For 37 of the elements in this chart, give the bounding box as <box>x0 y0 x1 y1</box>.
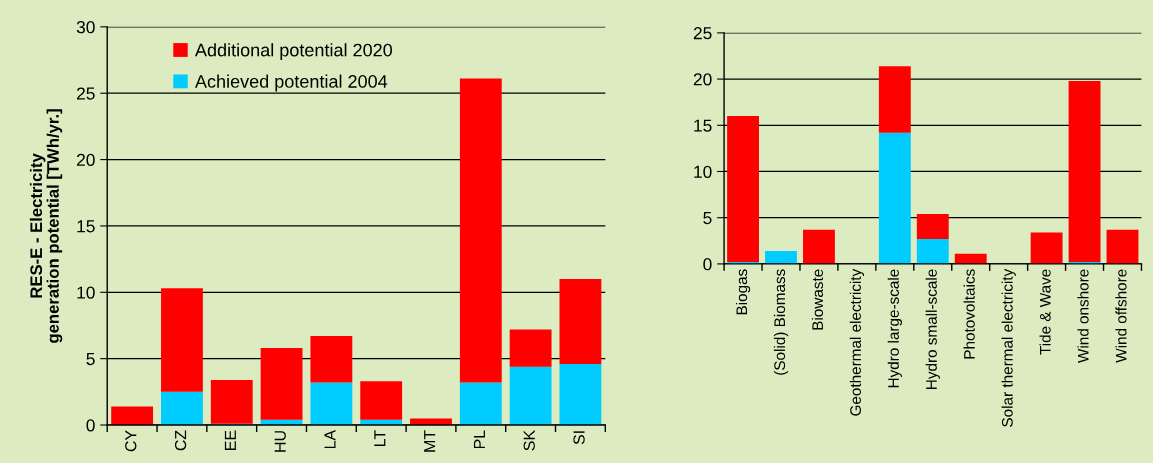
x-tick-label: Wind offshore <box>1115 269 1127 363</box>
y-tick-label: 30 <box>76 21 95 34</box>
x-tick-label: Hydro large-scale <box>887 269 902 388</box>
x-tick-label: Biowaste <box>811 269 824 330</box>
x-tick-label: HU <box>274 431 286 452</box>
y-tick-label: 5 <box>703 212 712 225</box>
legend-label: Achieved potential 2004 <box>194 74 388 92</box>
x-tick-label: CY <box>125 430 137 452</box>
y-tick-label: 10 <box>77 286 95 299</box>
y-tick-label: 5 <box>86 353 95 366</box>
x-tick-label: Hydro small-scale <box>925 269 940 389</box>
y-tick-label: 25 <box>76 87 95 100</box>
x-tick-label: SK <box>523 430 535 451</box>
y-tick-label: 0 <box>86 419 95 432</box>
x-tick-label: (Solid) Biomass <box>773 269 789 375</box>
y-axis-title: RES-E - Electricity generation potential [TWh/yr.] <box>29 109 63 343</box>
x-tick-label: Wind onshore <box>1077 269 1089 363</box>
x-tick-label: SI <box>573 431 585 445</box>
x-tick-label: Tide & Wave <box>1039 269 1051 355</box>
y-tick-label: 0 <box>703 258 712 271</box>
y-tick-label: 10 <box>694 165 712 178</box>
y-tick-label: 20 <box>76 153 95 167</box>
x-tick-label: Geothermal electricity <box>849 268 865 416</box>
x-tick-label: Photovoltaics <box>963 269 975 359</box>
y-tick-label: 15 <box>77 220 95 233</box>
x-tick-label: LA <box>324 429 336 449</box>
x-tick-label: MT <box>424 430 436 452</box>
legend-label: Additional potential 2020 <box>194 43 393 61</box>
y-tick-label: 25 <box>693 27 712 40</box>
x-tick-label: Solar thermal electricity <box>1001 268 1016 427</box>
x-tick-label: Biogas <box>735 269 751 315</box>
y-tick-label: 15 <box>694 119 712 132</box>
x-tick-label: PL <box>473 430 485 449</box>
y-tick-label: 20 <box>693 73 712 86</box>
x-tick-label: LT <box>374 430 386 447</box>
x-tick-label: CZ <box>174 430 187 451</box>
x-tick-label: EE <box>224 430 236 450</box>
